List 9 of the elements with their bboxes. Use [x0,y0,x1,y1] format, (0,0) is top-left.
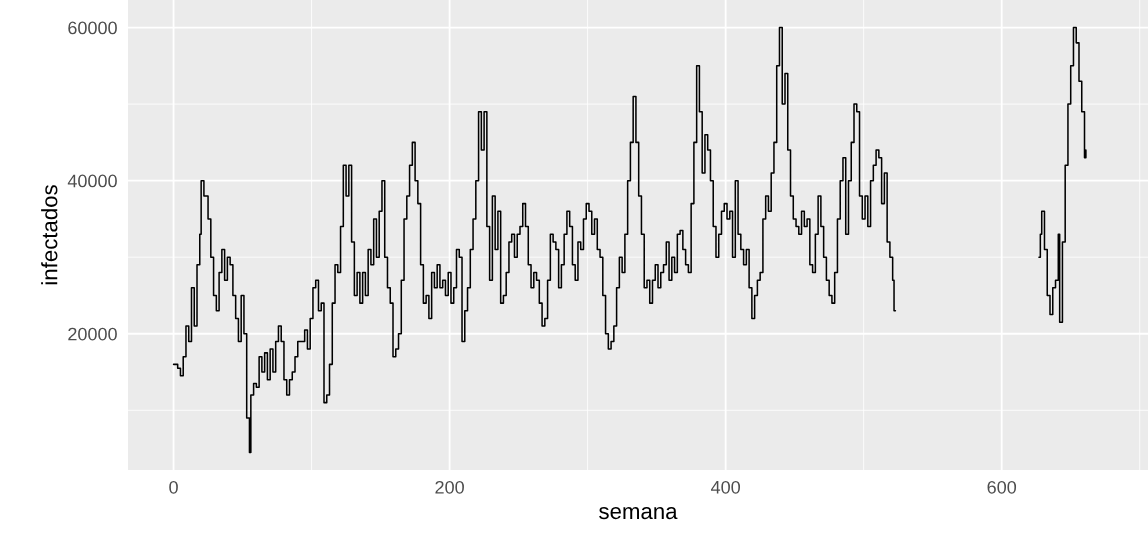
y-tick-label: 40000 [67,174,117,188]
y-tick-label: 20000 [68,327,117,341]
x-axis-title: semana [599,506,678,520]
y-tick-label: 60000 [68,21,117,35]
x-tick-label: 400 [711,480,740,494]
y-axis-title: infectados [41,185,58,285]
x-tick-label: 200 [435,480,464,494]
x-tick-label: 600 [987,480,1017,494]
x-tick-label: 0 [169,480,178,494]
